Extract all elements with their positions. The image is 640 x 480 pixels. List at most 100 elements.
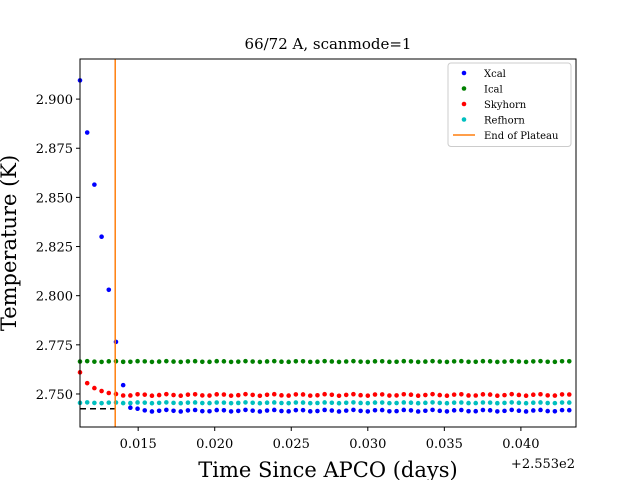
data-point: [423, 400, 428, 406]
data-point: [300, 392, 306, 397]
data-point: [459, 407, 464, 413]
data-point: [329, 408, 335, 413]
data-point: [516, 392, 522, 398]
data-point: [113, 391, 119, 397]
data-point: [207, 359, 212, 365]
data-point: [300, 400, 306, 405]
data-point: [178, 359, 184, 365]
data-point: [207, 400, 212, 406]
data-point: [135, 391, 140, 397]
data-point: [502, 408, 507, 414]
legend-label: Xcal: [484, 69, 506, 80]
data-point: [487, 359, 493, 364]
data-point: [358, 359, 363, 364]
data-point: [459, 400, 464, 405]
data-point: [473, 408, 479, 414]
data-point: [243, 358, 248, 364]
data-point: [120, 359, 126, 365]
data-point: [495, 393, 500, 398]
data-point: [257, 359, 263, 365]
data-point: [164, 407, 169, 413]
data-point: [113, 400, 119, 405]
data-point: [336, 393, 342, 399]
data-point: [293, 400, 299, 405]
data-point: [235, 400, 241, 406]
data-point: [430, 391, 435, 397]
data-point: [559, 392, 565, 397]
y-axis-label: Temperature (K): [0, 155, 21, 331]
data-point: [523, 359, 529, 365]
data-point: [192, 407, 198, 413]
data-point: [171, 408, 176, 414]
data-point: [279, 393, 284, 398]
data-point: [106, 400, 112, 405]
data-point: [545, 359, 550, 365]
data-point: [235, 359, 241, 364]
data-point: [487, 392, 493, 397]
data-point: [379, 407, 385, 413]
legend-box: [447, 62, 572, 147]
data-point: [466, 400, 471, 406]
data-point: [135, 406, 140, 412]
data-point: [358, 408, 363, 414]
data-point: [279, 400, 284, 406]
data-point: [437, 392, 443, 398]
data-point: [401, 400, 407, 405]
data-point: [113, 358, 119, 364]
legend: Xcal Ical Skyhorn Refhorn End of Plateau: [447, 62, 572, 147]
data-point: [552, 393, 558, 398]
data-point: [250, 408, 255, 413]
data-point: [523, 409, 529, 414]
data-point: [214, 392, 220, 397]
data-point: [120, 393, 126, 398]
data-point: [329, 392, 335, 398]
data-point: [128, 359, 133, 365]
data-point: [243, 391, 248, 397]
data-point: [358, 392, 363, 398]
data-point: [509, 391, 515, 397]
data-point: [559, 407, 565, 413]
data-point: [185, 359, 191, 364]
data-point: [394, 400, 399, 406]
data-point: [228, 409, 234, 414]
legend-label: End of Plateau: [484, 131, 559, 142]
data-point: [387, 400, 392, 406]
data-point: [451, 408, 457, 413]
data-point: [444, 400, 450, 406]
data-point: [99, 388, 104, 394]
data-point: [379, 392, 385, 397]
data-point: [207, 408, 212, 414]
data-point: [307, 400, 313, 406]
data-point: [480, 407, 486, 413]
data-point: [235, 408, 241, 414]
data-point: [243, 400, 248, 405]
data-point: [322, 358, 327, 364]
data-point: [566, 400, 572, 405]
data-point: [495, 359, 500, 365]
data-point: [336, 359, 342, 365]
data-point: [271, 391, 277, 397]
data-point: [415, 400, 421, 406]
data-point: [221, 392, 227, 397]
data-point: [423, 359, 428, 364]
data-point: [192, 358, 198, 364]
data-point: [343, 400, 349, 406]
x-tick-label: 0.040: [502, 437, 539, 452]
data-point: [545, 400, 550, 406]
data-point: [228, 359, 234, 365]
data-point: [516, 400, 522, 406]
data-point: [128, 393, 133, 398]
data-point: [200, 359, 205, 365]
data-point: [99, 359, 104, 365]
data-point: [92, 182, 97, 187]
data-point: [423, 408, 428, 414]
data-point: [271, 407, 277, 413]
data-point: [84, 400, 90, 405]
y-tick-label: 2.750: [36, 388, 73, 403]
data-point: [257, 409, 263, 414]
x-tick-label: 0.035: [426, 437, 463, 452]
data-point: [530, 400, 536, 406]
x-axis-ticks: 0.015 0.020 0.025 0.030 0.035 0.040: [120, 427, 539, 452]
data-point: [372, 359, 378, 364]
y-tick-label: 2.850: [36, 191, 73, 206]
